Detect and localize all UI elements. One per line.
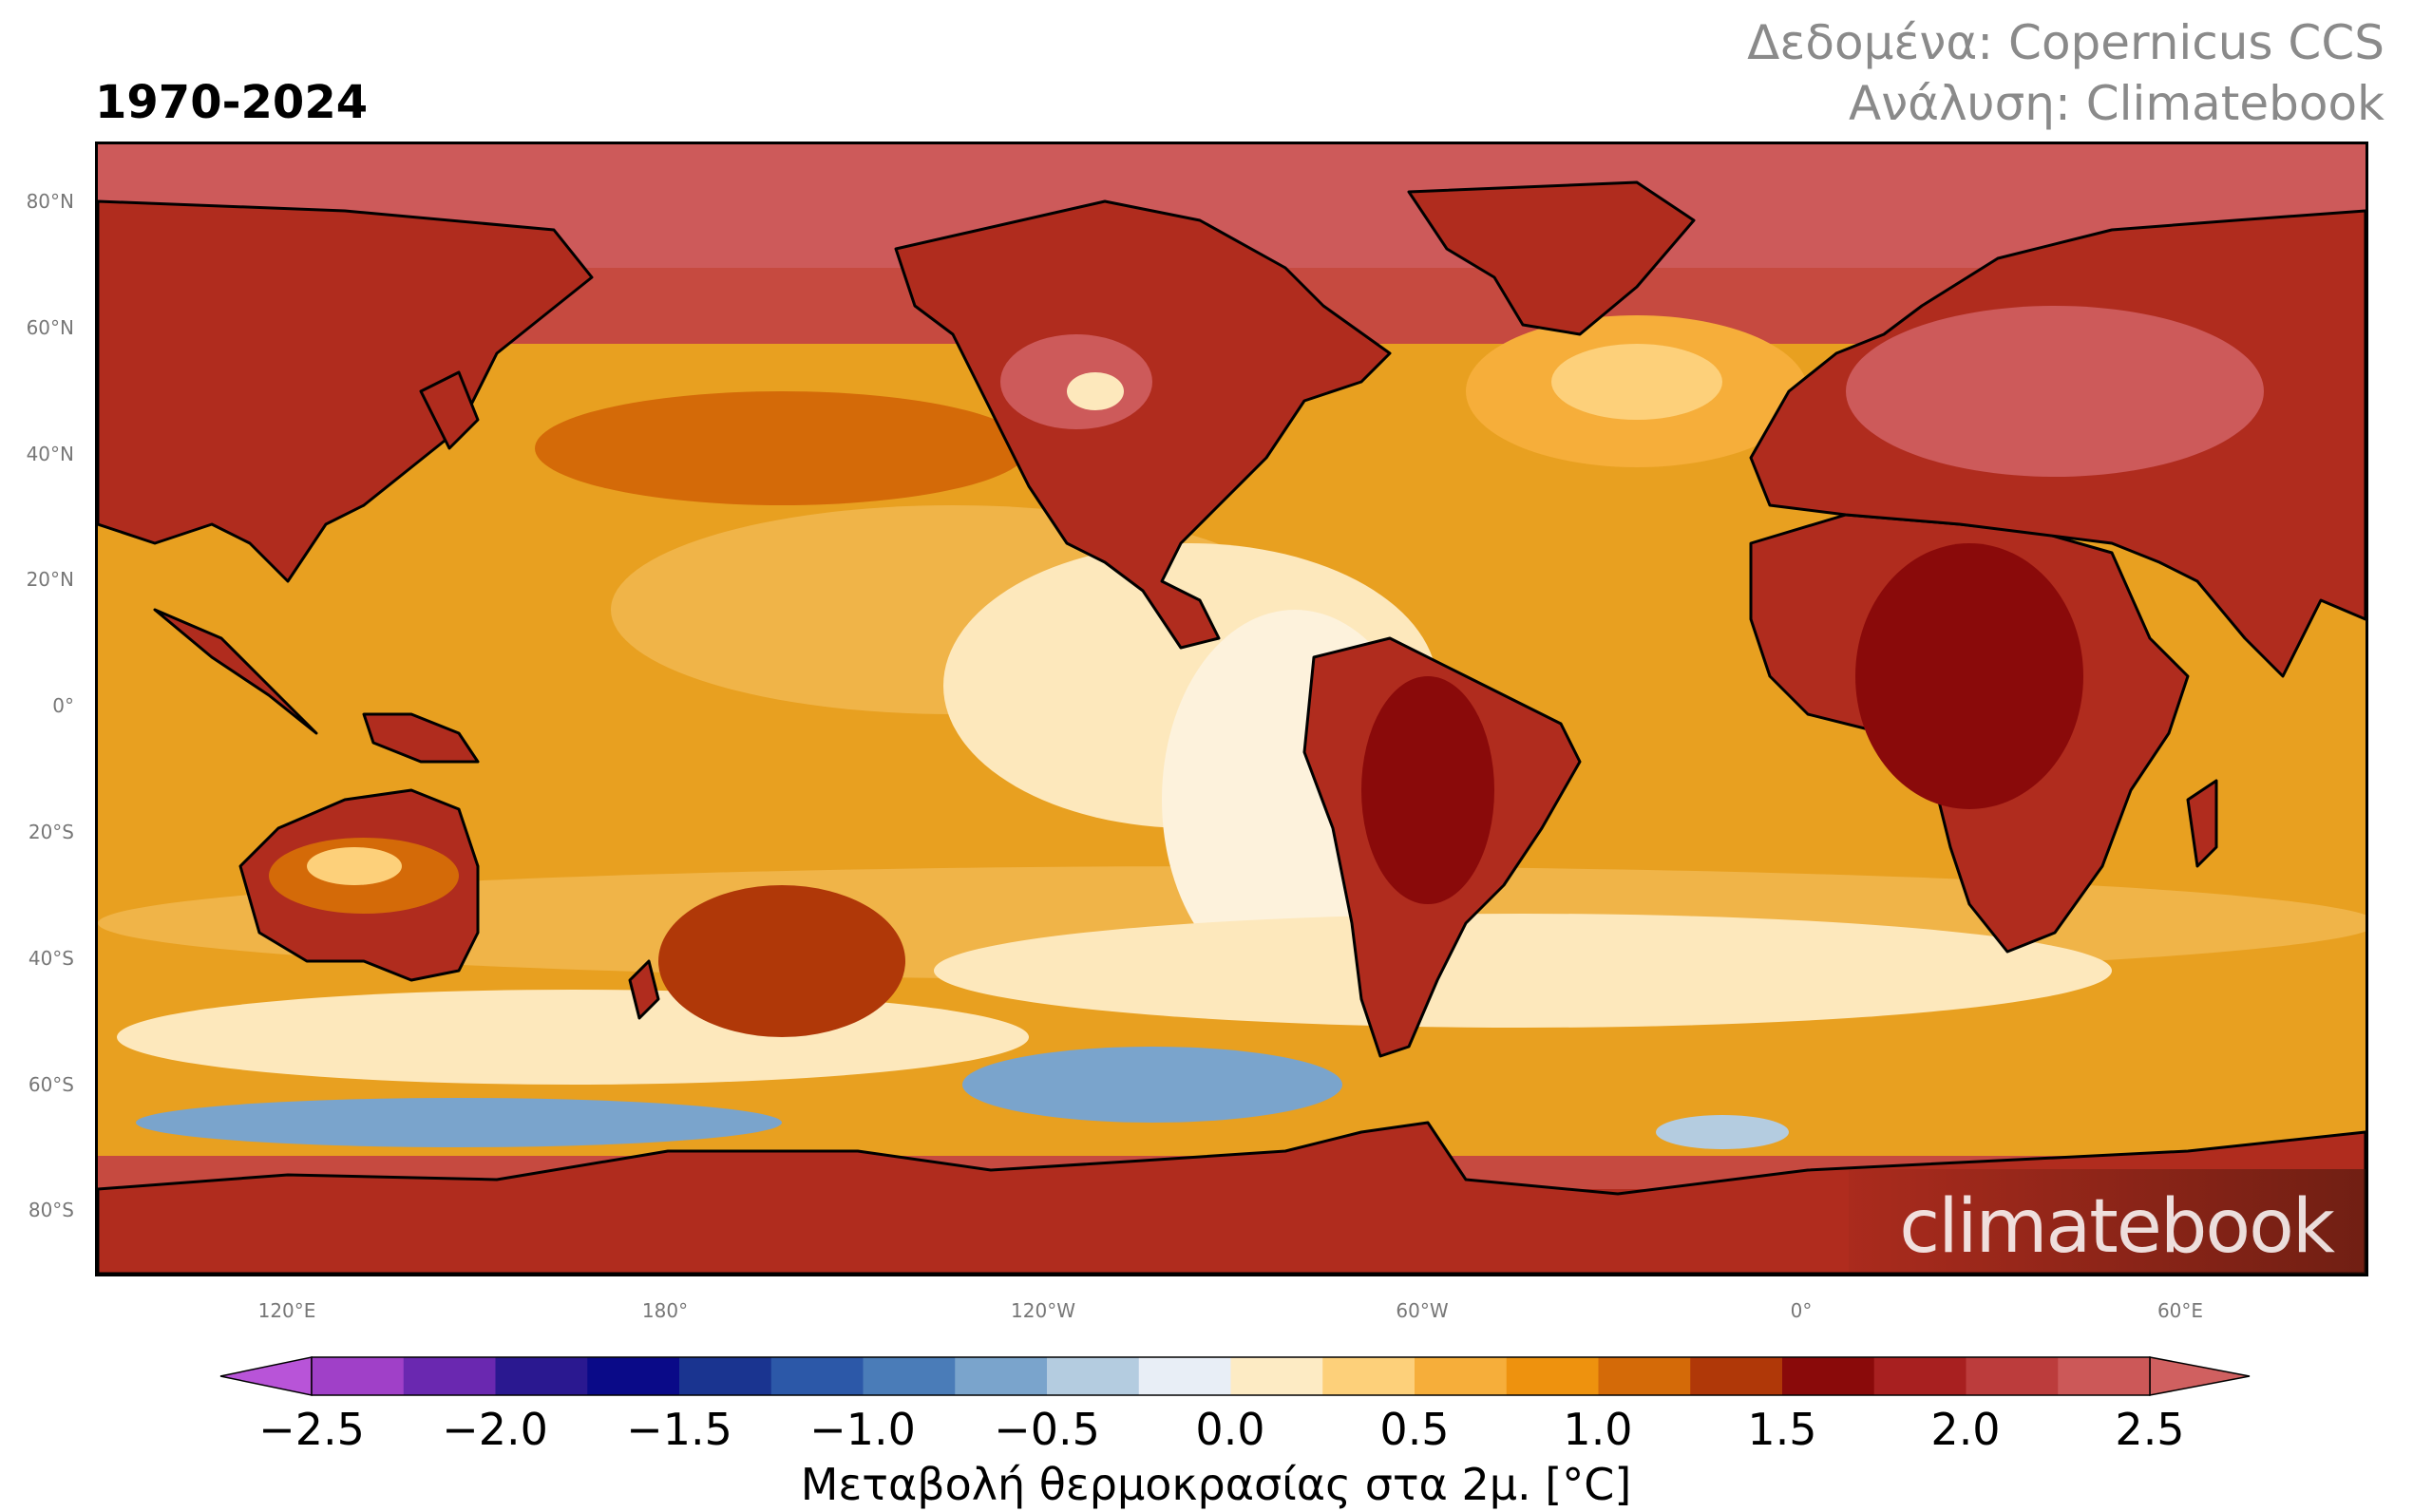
lat-label-40n: 40°N (26, 443, 74, 465)
antarctica (98, 1121, 2366, 1274)
lat-label-60n: 60°N (26, 316, 74, 339)
lat-label-80n: 80°N (26, 190, 74, 213)
lat-label-40s: 40°S (28, 947, 74, 970)
indonesia (153, 608, 318, 735)
lat-label-0: 0° (52, 694, 74, 717)
colorbar-segment (955, 1357, 1048, 1395)
colorbar-extend-max (2149, 1356, 2251, 1396)
colorbar-segment (1047, 1357, 1140, 1395)
colorbar-segment (1873, 1357, 1966, 1395)
colorbar-extend-min (219, 1356, 313, 1396)
colorbar-segment (863, 1357, 956, 1395)
asia-east (98, 199, 594, 583)
colorbar-segment (1782, 1357, 1875, 1395)
new-zealand (628, 959, 660, 1020)
colorbar-segment (587, 1357, 680, 1395)
colorbar-segment (495, 1357, 588, 1395)
colorbar-segment (1230, 1357, 1323, 1395)
new-guinea (362, 712, 480, 764)
colorbar-frame (311, 1356, 2151, 1396)
colorbar-tick: −2.0 (442, 1404, 548, 1455)
colorbar-segment (1966, 1357, 2059, 1395)
lon-label-0: 0° (1790, 1299, 1813, 1322)
lat-label-80s: 80°S (28, 1199, 74, 1221)
period-title: 1970-2024 (95, 76, 369, 129)
analysis-credit: Ανάλυση: Climatebook (1848, 76, 2384, 131)
colorbar-label: Μεταβολή θερμοκρασίας στα 2μ. [°C] (800, 1459, 1632, 1510)
lon-label-120w: 120°W (1011, 1299, 1075, 1322)
lat-label-60s: 60°S (28, 1073, 74, 1096)
madagascar (2186, 779, 2218, 868)
map-canvas (98, 144, 2366, 1274)
warm-spot-south-pacific (658, 885, 905, 1037)
colorbar-segment (1138, 1357, 1231, 1395)
cold-anomaly-amundsen (962, 1047, 1342, 1123)
colorbar-tick: 2.5 (2115, 1404, 2185, 1455)
colorbar-tick: −1.5 (626, 1404, 732, 1455)
data-source-credit: Δεδομένα: Copernicus CCS (1747, 15, 2384, 70)
colorbar-segment (312, 1357, 405, 1395)
colorbar-segment (2058, 1357, 2151, 1395)
colorbar-tick: −0.5 (994, 1404, 1100, 1455)
lon-label-120e: 120°E (257, 1299, 316, 1322)
colorbar-tick: −1.0 (809, 1404, 916, 1455)
temperature-change-map: climatebook (95, 142, 2368, 1276)
lat-label-20n: 20°N (26, 568, 74, 591)
colorbar-tick: 1.0 (1563, 1404, 1633, 1455)
lat-label-20s: 20°S (28, 821, 74, 843)
colorbar-segment (1506, 1357, 1599, 1395)
southern-ocean-cool-2 (934, 914, 2112, 1028)
cold-anomaly-weddell (1656, 1115, 1789, 1149)
lon-label-60w: 60°W (1396, 1299, 1449, 1322)
colorbar-segment (1322, 1357, 1416, 1395)
north-atlantic-hole-core (1551, 344, 1722, 420)
north-america (894, 199, 1392, 650)
colorbar-tick: −2.5 (258, 1404, 365, 1455)
lon-label-60e: 60°E (2156, 1299, 2204, 1322)
land-details (269, 306, 2264, 914)
colorbar-segment (1690, 1357, 1783, 1395)
colorbar-segment (403, 1357, 496, 1395)
colorbar-tick: 1.5 (1747, 1404, 1817, 1455)
cold-anomaly-ross (136, 1098, 782, 1147)
greenland (1407, 180, 1696, 336)
japan (419, 370, 480, 450)
colorbar (219, 1356, 2251, 1396)
climatebook-watermark: climatebook (1849, 1169, 2366, 1274)
colorbar-tick: 0.0 (1195, 1404, 1265, 1455)
colorbar-tick: 2.0 (1930, 1404, 2001, 1455)
southern-ocean-cool-1 (117, 990, 1029, 1085)
colorbar-segment (679, 1357, 772, 1395)
warm-spot-north-pacific (535, 391, 1029, 505)
lon-label-180: 180° (641, 1299, 689, 1322)
colorbar-tick: 0.5 (1379, 1404, 1450, 1455)
colorbar-segment (770, 1357, 864, 1395)
colorbar-segment (1598, 1357, 1691, 1395)
colorbar-segment (1415, 1357, 1508, 1395)
